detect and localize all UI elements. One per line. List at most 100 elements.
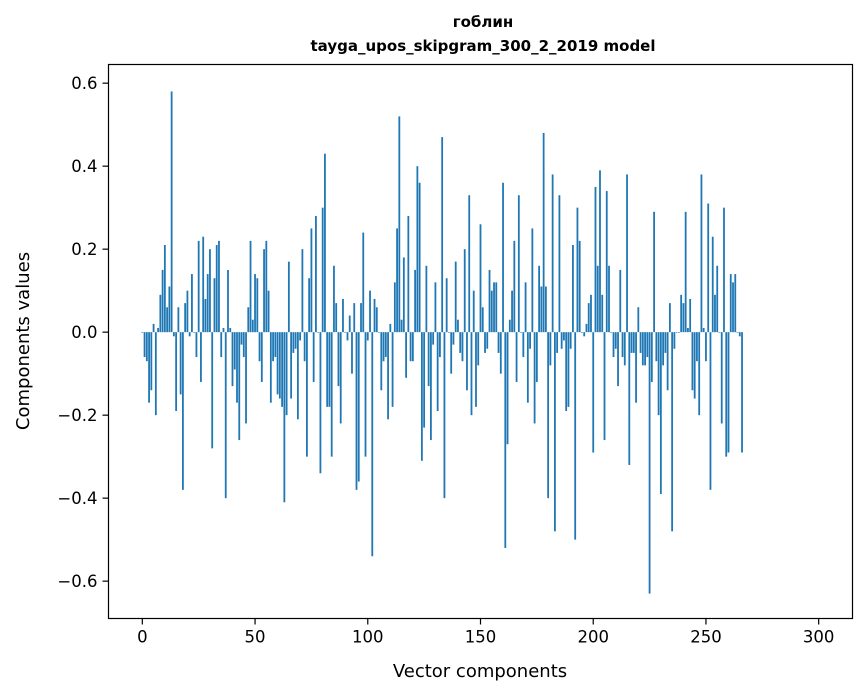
bar-16	[177, 307, 180, 333]
y-tick-label: −0.2	[57, 406, 97, 425]
bar-239	[680, 294, 683, 333]
bar-121	[414, 269, 417, 333]
bar-261	[729, 274, 732, 333]
bar-135	[445, 278, 448, 333]
bar-168	[520, 332, 522, 333]
bar-146	[470, 332, 473, 416]
bar-187	[563, 332, 565, 341]
bar-48	[249, 240, 252, 333]
bar-98	[362, 232, 365, 333]
bar-170	[524, 282, 527, 333]
bar-139	[454, 261, 457, 333]
bar-177	[540, 286, 543, 333]
bar-192	[574, 332, 577, 540]
bar-218	[632, 332, 635, 353]
bar-263	[734, 274, 737, 333]
bar-99	[364, 332, 367, 457]
y-axis-label: Components values	[13, 252, 34, 430]
bar-235	[671, 332, 674, 532]
bar-103	[373, 298, 376, 333]
bar-82	[326, 332, 329, 407]
bar-217	[630, 332, 633, 353]
bar-4	[150, 332, 153, 391]
bar-107	[382, 332, 385, 362]
bar-211	[617, 332, 619, 387]
bar-71	[301, 249, 304, 333]
bar-164	[511, 290, 513, 333]
bar-59	[274, 332, 277, 358]
bar-72	[303, 332, 306, 362]
bar-126	[425, 265, 428, 333]
bar-257	[720, 332, 723, 424]
bar-246	[696, 332, 698, 362]
bar-157	[495, 282, 498, 333]
chart-title-line2: tayga_upos_skipgram_300_2_2019 model	[311, 37, 656, 55]
bar-55	[265, 240, 268, 333]
y-axis-ticks: −0.6 −0.4 −0.2 0.0 0.2 0.4 0.6	[57, 74, 109, 591]
bar-229	[657, 332, 660, 416]
bar-189	[567, 332, 570, 407]
bar-49	[251, 319, 254, 333]
bar-254	[714, 294, 716, 333]
x-tick-label: 150	[465, 628, 497, 647]
bar-153	[486, 332, 489, 349]
bar-206	[605, 191, 608, 333]
bar-179	[544, 286, 547, 333]
x-tick-label: 300	[803, 628, 835, 647]
bar-69	[296, 332, 299, 420]
bar-128	[430, 332, 432, 441]
bar-165	[513, 240, 516, 333]
bar-264	[736, 332, 739, 333]
bar-110	[389, 323, 392, 333]
bar-171	[526, 332, 529, 403]
bar-256	[718, 332, 721, 333]
bar-225	[648, 332, 651, 594]
bar-196	[583, 332, 586, 337]
bar-195	[581, 332, 583, 333]
bar-118	[407, 215, 410, 333]
y-tick-label: 0.4	[71, 157, 97, 176]
bar-208	[610, 332, 613, 333]
bar-58	[272, 332, 274, 362]
bar-136	[448, 332, 450, 333]
bar-21	[188, 332, 191, 337]
bar-151	[481, 307, 484, 333]
bar-67	[292, 332, 295, 353]
bar-247	[698, 332, 701, 416]
bar-138	[452, 332, 455, 345]
bar-17	[179, 332, 182, 395]
bar-12	[168, 286, 171, 333]
bar-2	[145, 332, 148, 362]
bar-23	[193, 332, 196, 333]
bar-266	[741, 332, 743, 453]
bar-40	[231, 332, 234, 387]
bar-89	[342, 298, 344, 333]
bar-228	[655, 332, 658, 362]
bar-226	[650, 332, 653, 382]
bar-90	[344, 332, 347, 333]
bar-63	[283, 332, 286, 503]
bar-188	[565, 332, 568, 412]
bar-231	[662, 332, 665, 366]
bar-230	[659, 332, 662, 494]
bar-73	[306, 332, 308, 457]
bar-237	[675, 332, 678, 333]
chart-title-line1: гоблин	[453, 13, 513, 31]
bar-45	[242, 332, 245, 358]
bar-43	[238, 332, 241, 441]
y-tick-label: −0.6	[57, 572, 97, 591]
bar-244	[691, 332, 694, 391]
bar-191	[572, 245, 574, 333]
bar-30	[209, 249, 211, 333]
bar-156	[493, 282, 495, 333]
bar-108	[384, 332, 387, 358]
bar-207	[608, 265, 610, 333]
bar-180	[547, 332, 550, 499]
bar-144	[466, 332, 468, 391]
bar-54	[263, 249, 265, 333]
bar-221	[639, 332, 642, 353]
bar-50	[254, 274, 256, 333]
bar-112	[393, 282, 396, 333]
bar-52	[258, 332, 261, 362]
